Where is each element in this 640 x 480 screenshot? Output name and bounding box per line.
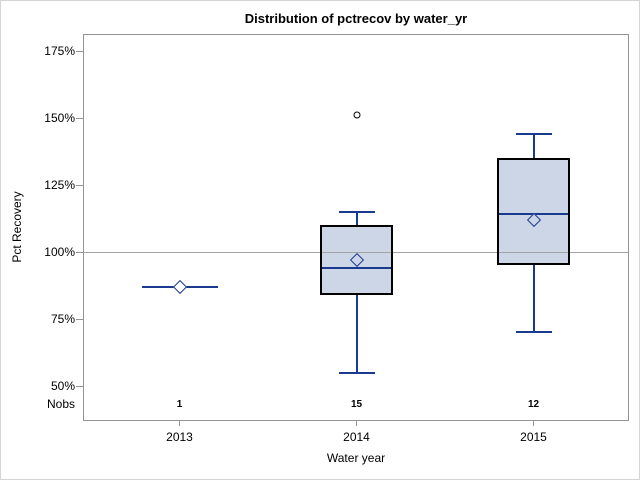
whisker-stem-top xyxy=(355,212,358,225)
y-axis-label: Pct Recovery xyxy=(10,191,24,263)
x-axis-label: Water year xyxy=(326,451,386,465)
y-tick xyxy=(76,386,83,387)
reference-line xyxy=(83,252,629,253)
whisker-stem-top xyxy=(532,134,535,158)
outlier-marker xyxy=(353,111,360,119)
y-tick xyxy=(76,185,83,186)
y-tick-label: 125% xyxy=(44,178,75,192)
whisker-cap-top xyxy=(338,211,375,213)
x-tick-label: 2013 xyxy=(166,430,193,444)
y-tick-label: 50% xyxy=(50,379,75,393)
chart-title: Distribution of pctrecov by water_yr xyxy=(244,11,468,26)
nobs-value: 12 xyxy=(527,399,540,410)
whisker-cap-bottom xyxy=(338,372,375,374)
whisker-stem-bottom xyxy=(532,265,535,332)
median-line xyxy=(322,267,391,269)
y-tick xyxy=(76,319,83,320)
y-tick-label: 150% xyxy=(44,111,75,125)
whisker-cap-top xyxy=(515,133,552,135)
y-tick xyxy=(76,252,83,253)
y-tick xyxy=(76,51,83,52)
y-tick-label: 75% xyxy=(50,312,75,326)
box-fill xyxy=(497,158,570,265)
y-tick-label: 100% xyxy=(44,245,75,259)
x-tick-label: 2015 xyxy=(520,430,547,444)
x-tick xyxy=(356,421,357,426)
x-tick-label: 2014 xyxy=(343,430,370,444)
box-border xyxy=(497,158,570,265)
whisker-cap-bottom xyxy=(515,331,552,333)
nobs-row-label: Nobs xyxy=(46,397,75,411)
nobs-value: 15 xyxy=(350,399,363,410)
x-tick xyxy=(533,421,534,426)
box-border xyxy=(320,225,393,295)
whisker-stem-bottom xyxy=(355,295,358,373)
y-tick-label: 175% xyxy=(44,44,75,58)
y-tick xyxy=(76,118,83,119)
nobs-value: 1 xyxy=(176,399,183,410)
x-tick xyxy=(179,421,180,426)
